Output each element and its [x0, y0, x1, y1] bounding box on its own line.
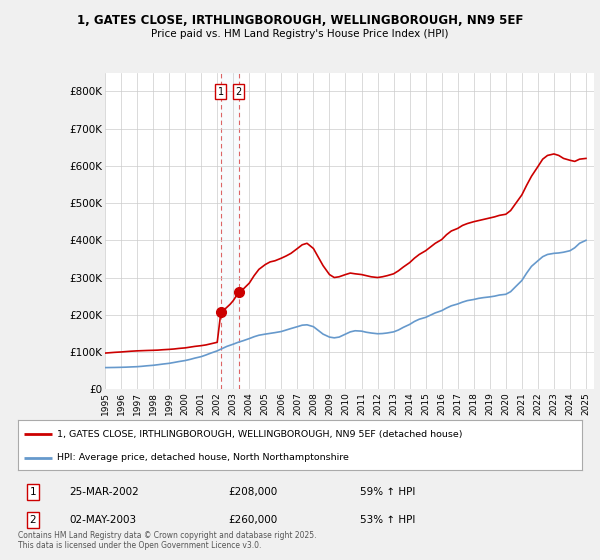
Text: 02-MAY-2003: 02-MAY-2003 — [69, 515, 136, 525]
Text: Contains HM Land Registry data © Crown copyright and database right 2025.
This d: Contains HM Land Registry data © Crown c… — [18, 530, 317, 550]
Text: 1: 1 — [218, 87, 224, 97]
Text: 59% ↑ HPI: 59% ↑ HPI — [360, 487, 415, 497]
Text: 1, GATES CLOSE, IRTHLINGBOROUGH, WELLINGBOROUGH, NN9 5EF (detached house): 1, GATES CLOSE, IRTHLINGBOROUGH, WELLING… — [58, 430, 463, 438]
Text: 2: 2 — [29, 515, 37, 525]
Text: 25-MAR-2002: 25-MAR-2002 — [69, 487, 139, 497]
Bar — [221, 73, 239, 389]
Text: 53% ↑ HPI: 53% ↑ HPI — [360, 515, 415, 525]
Text: HPI: Average price, detached house, North Northamptonshire: HPI: Average price, detached house, Nort… — [58, 453, 349, 463]
Text: 1: 1 — [29, 487, 37, 497]
Text: £260,000: £260,000 — [228, 515, 277, 525]
Text: £208,000: £208,000 — [228, 487, 277, 497]
Text: Price paid vs. HM Land Registry's House Price Index (HPI): Price paid vs. HM Land Registry's House … — [151, 29, 449, 39]
Text: 2: 2 — [235, 87, 242, 97]
Text: 1, GATES CLOSE, IRTHLINGBOROUGH, WELLINGBOROUGH, NN9 5EF: 1, GATES CLOSE, IRTHLINGBOROUGH, WELLING… — [77, 14, 523, 27]
